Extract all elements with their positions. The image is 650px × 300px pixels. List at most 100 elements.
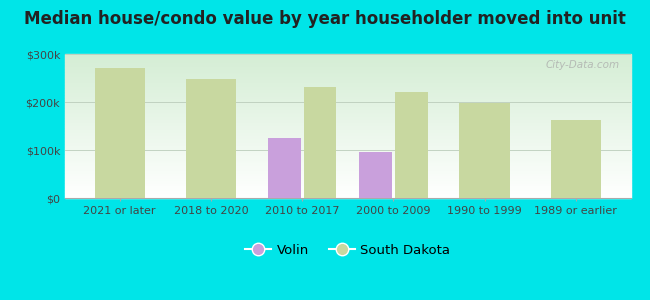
Bar [65,169,630,171]
Bar [65,74,630,76]
Bar [65,116,630,117]
Bar [65,175,630,176]
Bar [65,117,630,119]
Bar [65,192,630,194]
Bar [65,80,630,81]
Bar [65,106,630,107]
Bar [65,152,630,153]
Bar [65,146,630,148]
Bar [65,128,630,129]
Bar [65,132,630,133]
Bar [65,119,630,120]
Bar [268,138,300,198]
Bar [551,120,601,198]
Bar [65,194,630,195]
Bar [65,156,630,158]
Bar [65,178,630,179]
Bar [65,191,630,192]
Bar [65,107,630,109]
Bar [65,195,630,196]
Bar [65,110,630,112]
Bar [65,103,630,104]
Bar [65,113,630,115]
Bar [65,97,630,99]
Bar [65,90,630,92]
Bar [65,83,630,84]
Bar [65,77,630,79]
Bar [65,139,630,140]
Bar [65,79,630,80]
Bar [65,148,630,149]
Bar [359,152,392,198]
Bar [65,140,630,142]
Bar [65,87,630,88]
Bar [304,87,337,198]
Bar [186,79,236,198]
Bar [65,129,630,130]
Bar [65,81,630,83]
Bar [65,120,630,122]
Bar [65,136,630,137]
Bar [65,151,630,152]
Bar [95,68,145,198]
Bar [65,137,630,139]
Bar [65,187,630,188]
Bar [65,58,630,60]
Bar [65,168,630,169]
Bar [65,155,630,156]
Bar [65,133,630,135]
Bar [65,92,630,93]
Bar [65,184,630,185]
Bar [65,96,630,97]
Bar [65,162,630,164]
Bar [65,60,630,61]
Bar [65,100,630,101]
Text: Median house/condo value by year householder moved into unit: Median house/condo value by year househo… [24,11,626,28]
Bar [65,86,630,87]
Bar [65,71,630,73]
Bar [65,189,630,191]
Bar [65,67,630,68]
Bar [65,76,630,77]
Bar [65,179,630,181]
Bar [65,130,630,132]
Bar [65,54,630,56]
Text: City-Data.com: City-Data.com [545,60,619,70]
Bar [65,94,630,96]
Bar [395,92,428,198]
Bar [65,64,630,65]
Bar [460,103,510,198]
Bar [65,166,630,168]
Bar [65,176,630,178]
Bar [65,101,630,103]
Bar [65,188,630,189]
Bar [65,104,630,106]
Bar [65,165,630,166]
Bar [65,164,630,165]
Bar [65,159,630,160]
Bar [65,142,630,143]
Bar [65,158,630,159]
Bar [65,182,630,184]
Bar [65,173,630,175]
Bar [65,145,630,146]
Bar [65,181,630,182]
Bar [65,109,630,110]
Bar [65,149,630,151]
Bar [65,160,630,162]
Bar [65,73,630,74]
Bar [65,93,630,94]
Bar [65,99,630,100]
Bar [65,88,630,90]
Bar [65,65,630,67]
Bar [65,196,630,198]
Bar [65,126,630,128]
Bar [65,171,630,172]
Legend: Volin, South Dakota: Volin, South Dakota [239,237,457,263]
Bar [65,70,630,71]
Bar [65,122,630,123]
Bar [65,135,630,136]
Bar [65,172,630,173]
Bar [65,143,630,145]
Bar [65,115,630,116]
